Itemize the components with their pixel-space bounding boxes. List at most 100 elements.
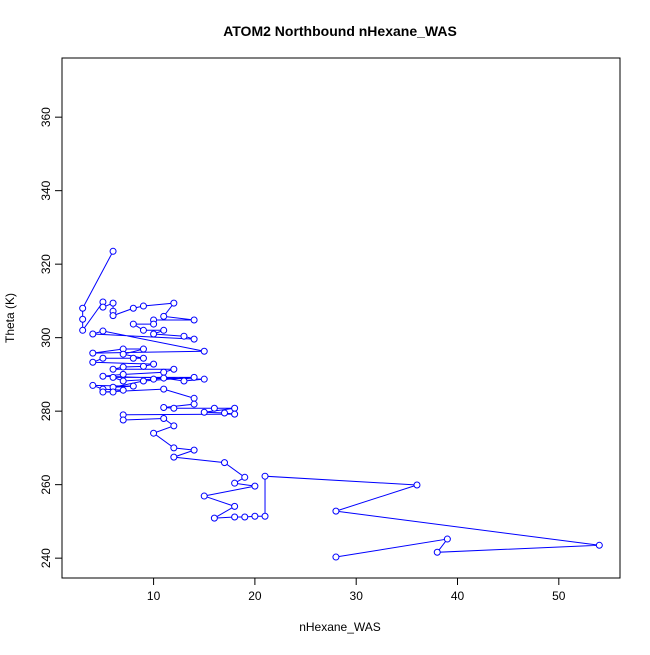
data-point [170, 422, 178, 430]
x-tick-label: 20 [248, 589, 262, 603]
data-point [241, 473, 249, 481]
data-point [79, 315, 87, 323]
data-point [109, 312, 117, 320]
data-point [170, 444, 178, 452]
data-point [231, 410, 239, 418]
data-point [139, 377, 147, 385]
data-point [443, 535, 451, 543]
data-point [160, 374, 168, 382]
data-point [170, 365, 178, 373]
data-point [200, 375, 208, 383]
chart-title: ATOM2 Northbound nHexane_WAS [223, 23, 457, 39]
data-point [119, 363, 127, 371]
data-point [139, 354, 147, 362]
data-point [190, 335, 198, 343]
data-point [200, 347, 208, 355]
data-point [150, 429, 158, 437]
y-tick-label: 360 [39, 107, 53, 127]
data-point [139, 362, 147, 370]
data-point [160, 403, 168, 411]
data-point [200, 492, 208, 500]
data-point [595, 541, 603, 549]
data-point [99, 303, 107, 311]
data-point [241, 513, 249, 521]
data-point [99, 388, 107, 396]
plot-frame [61, 57, 621, 579]
data-point [170, 453, 178, 461]
x-tick-label: 30 [350, 589, 364, 603]
data-point [332, 507, 340, 515]
data-point [170, 299, 178, 307]
data-point [119, 350, 127, 358]
data-line [82, 251, 600, 558]
data-point [190, 446, 198, 454]
data-point [89, 381, 97, 389]
data-point [190, 394, 198, 402]
y-tick-label: 260 [39, 474, 53, 494]
data-point [220, 459, 228, 467]
data-point [251, 512, 259, 520]
data-point [79, 304, 87, 312]
data-point [210, 404, 218, 412]
data-point [129, 354, 137, 362]
y-axis-label: Theta (K) [3, 293, 17, 343]
data-point [210, 514, 218, 522]
data-point [119, 370, 127, 378]
data-point [251, 482, 259, 490]
x-tick-label: 50 [552, 589, 566, 603]
data-point [119, 416, 127, 424]
data-point [180, 377, 188, 385]
data-point [231, 404, 239, 412]
data-point [109, 365, 117, 373]
data-point [413, 481, 421, 489]
x-tick-label: 40 [451, 589, 465, 603]
data-point [180, 332, 188, 340]
y-tick-label: 280 [39, 401, 53, 421]
data-point [150, 375, 158, 383]
data-point [160, 368, 168, 376]
data-point [332, 553, 340, 561]
data-point [231, 502, 239, 510]
data-point [200, 408, 208, 416]
x-tick-label: 10 [147, 589, 161, 603]
data-point [99, 327, 107, 335]
data-point [231, 513, 239, 521]
x-axis-label: nHexane_WAS [299, 620, 381, 634]
data-point [231, 479, 239, 487]
data-point [119, 377, 127, 385]
data-point [79, 326, 87, 334]
data-point [190, 400, 198, 408]
data-point [190, 316, 198, 324]
data-point [139, 345, 147, 353]
data-point [139, 326, 147, 334]
data-point [220, 409, 228, 417]
data-point [261, 512, 269, 520]
data-point [261, 472, 269, 480]
data-point [160, 415, 168, 423]
data-point [99, 372, 107, 380]
data-point [190, 373, 198, 381]
data-point [433, 548, 441, 556]
y-tick-label: 300 [39, 327, 53, 347]
data-point [160, 385, 168, 393]
data-point [150, 360, 158, 368]
data-point [109, 388, 117, 396]
data-point [129, 382, 137, 390]
data-point [170, 404, 178, 412]
y-tick-label: 340 [39, 180, 53, 200]
data-point [99, 354, 107, 362]
data-point [150, 330, 158, 338]
data-point [109, 247, 117, 255]
data-point [160, 312, 168, 320]
data-point [160, 326, 168, 334]
data-point [119, 386, 127, 394]
data-point [89, 358, 97, 366]
data-point [89, 330, 97, 338]
data-point [139, 302, 147, 310]
data-point [150, 320, 158, 328]
y-tick-label: 240 [39, 548, 53, 568]
data-point [129, 304, 137, 312]
y-tick-label: 320 [39, 254, 53, 274]
